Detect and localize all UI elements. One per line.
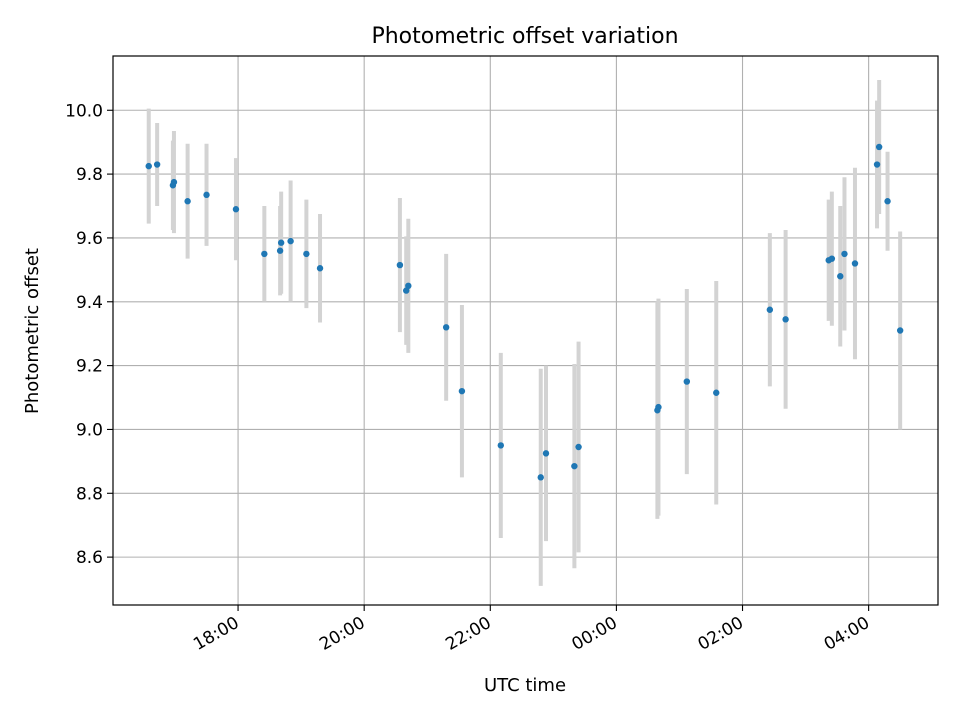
data-point (405, 282, 412, 290)
data-point (276, 247, 284, 254)
data-point (303, 250, 310, 258)
x-axis-label: UTC time (484, 675, 566, 696)
data-point (828, 255, 836, 262)
y-tick-label: 9.0 (76, 420, 103, 440)
data-point (841, 250, 848, 258)
y-tick-label: 10.0 (65, 101, 103, 121)
data-point (153, 161, 161, 168)
data-point (170, 178, 178, 186)
data-point (277, 239, 285, 246)
data-point (782, 316, 789, 323)
data-point (403, 287, 410, 294)
y-tick-label: 9.2 (76, 357, 103, 377)
data-point (232, 206, 240, 213)
data-point (458, 387, 466, 395)
data-point (537, 474, 544, 481)
grid-lines (113, 56, 938, 605)
data-points (145, 143, 904, 481)
data-point (875, 143, 883, 151)
data-point (442, 324, 450, 331)
data-point (145, 162, 152, 170)
chart-title: Photometric offset variation (371, 24, 678, 49)
data-point (542, 450, 550, 457)
data-point (713, 389, 720, 396)
data-point (571, 462, 578, 470)
y-tick-label: 9.6 (76, 229, 103, 249)
data-point (896, 327, 904, 334)
data-point (884, 198, 891, 205)
data-point (837, 273, 844, 280)
data-point (655, 403, 662, 411)
y-axis-ticks: 8.6 8.8 9.0 9.2 9.4 9.6 9.8 10.0 (65, 101, 113, 568)
data-point (575, 443, 582, 451)
data-point (851, 260, 859, 267)
data-point (497, 442, 505, 449)
data-point (873, 161, 881, 168)
plot-frame (112, 55, 939, 606)
data-point (316, 265, 324, 272)
data-point (683, 378, 691, 385)
y-tick-label: 8.6 (76, 548, 103, 568)
y-tick-label: 9.4 (76, 293, 103, 313)
data-point (261, 250, 268, 258)
data-point (396, 261, 404, 269)
data-point (184, 198, 191, 205)
y-tick-label: 8.8 (76, 484, 103, 504)
y-tick-label: 9.8 (76, 165, 103, 185)
data-point (203, 191, 210, 199)
y-axis-label: Photometric offset (22, 248, 43, 414)
data-point (766, 306, 774, 313)
data-point (287, 237, 294, 245)
